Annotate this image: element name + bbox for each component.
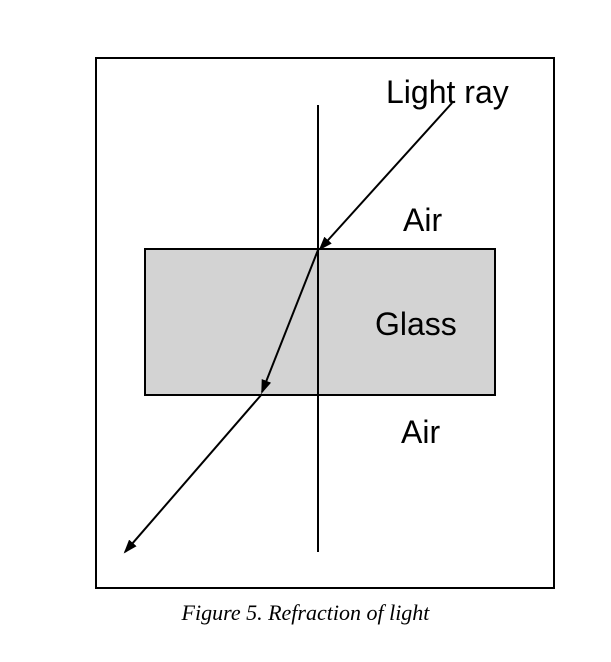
- emergent-ray: [123, 393, 263, 554]
- figure-frame: [95, 57, 555, 589]
- air-top-label: Air: [403, 202, 442, 238]
- incident-ray: [318, 102, 453, 251]
- glass-label: Glass: [375, 306, 457, 342]
- refracted-ray: [261, 249, 319, 394]
- light-ray-label: Light ray: [386, 74, 509, 110]
- air-bottom-label: Air: [401, 414, 440, 450]
- figure-caption: Figure 5. Refraction of light: [181, 600, 430, 625]
